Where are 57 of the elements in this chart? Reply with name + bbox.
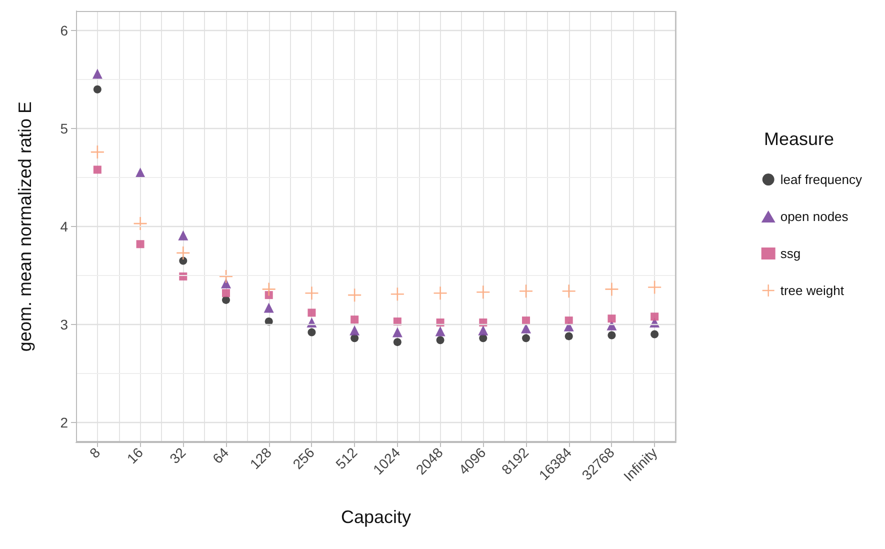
- point: [179, 256, 188, 265]
- point: [134, 217, 147, 230]
- y-tick-label: 3: [60, 316, 68, 332]
- y-tick-label: 6: [60, 22, 68, 39]
- point: [393, 338, 402, 346]
- y-tick-label: 2: [60, 414, 68, 430]
- point: [222, 296, 230, 304]
- point: [520, 284, 532, 298]
- x-axis-title: Capacity: [340, 507, 412, 527]
- point: [434, 286, 447, 300]
- point: [650, 330, 659, 338]
- point: [650, 312, 659, 321]
- legend-label: ssg: [780, 246, 801, 261]
- point: [178, 230, 188, 240]
- point: [392, 327, 402, 338]
- point: [222, 289, 230, 298]
- point: [350, 325, 360, 336]
- x-tick-label: 8: [86, 444, 104, 462]
- point: [93, 166, 102, 174]
- point: [435, 326, 446, 336]
- point: [264, 302, 274, 313]
- y-axis-title: geom. mean normalized ratio E: [15, 101, 35, 352]
- point: [350, 316, 359, 324]
- point: [262, 282, 276, 296]
- point: [608, 314, 616, 323]
- x-tick-label: 16: [124, 444, 146, 467]
- point: [135, 168, 146, 178]
- point: [522, 334, 530, 342]
- point: [93, 85, 102, 94]
- x-tick-label: 256: [290, 444, 318, 472]
- y-tick-label: 4: [60, 218, 68, 234]
- point: [305, 286, 318, 300]
- legend-label: tree weight: [780, 283, 844, 298]
- point: [176, 246, 190, 260]
- point: [562, 284, 576, 298]
- point: [605, 282, 618, 296]
- point: [608, 331, 616, 340]
- point: [92, 68, 102, 79]
- y-tick-label: 5: [60, 120, 68, 137]
- point: [522, 316, 530, 325]
- x-tick-label: 512: [332, 444, 360, 472]
- point: [564, 316, 573, 325]
- point: [476, 286, 490, 299]
- point: [478, 325, 488, 336]
- x-tick-label: 128: [246, 444, 275, 472]
- point: [308, 308, 316, 317]
- point: [648, 280, 662, 294]
- point: [221, 278, 231, 288]
- point: [136, 240, 144, 248]
- x-tick-label: 64: [209, 444, 232, 467]
- legend-label: open nodes: [780, 209, 849, 224]
- x-tick-label: 32: [166, 444, 189, 467]
- legend-label: leaf frequency: [780, 172, 862, 187]
- point: [308, 328, 316, 336]
- legend-title: Measure: [764, 129, 834, 149]
- point: [436, 336, 444, 344]
- point: [564, 332, 573, 340]
